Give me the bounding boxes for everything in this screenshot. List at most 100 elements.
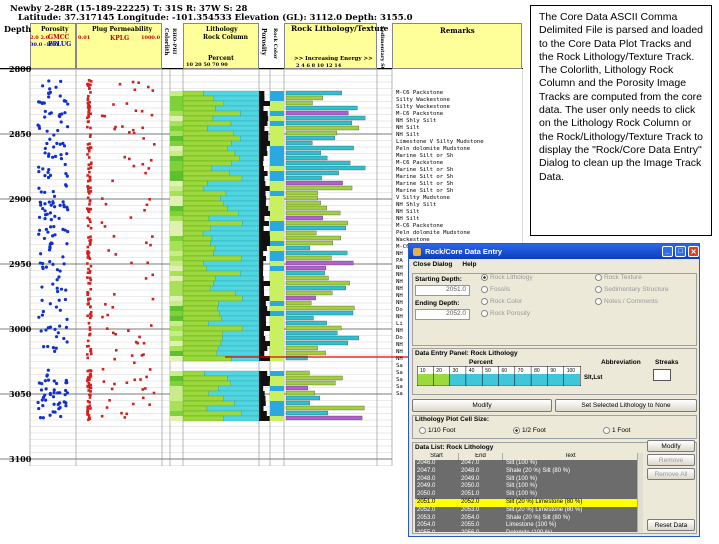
colorlith-cell: [170, 336, 183, 341]
option-notes-comments[interactable]: Notes / Comments: [595, 298, 658, 305]
lithology-cell: [182, 295, 243, 302]
lithology-cell: [182, 325, 243, 332]
close-icon[interactable]: ✕: [688, 246, 699, 257]
porosity-point: [46, 230, 50, 234]
rock-core-data-dialog[interactable]: Rock/Core Data Entry _ □ ✕ Close Dialog …: [408, 243, 700, 537]
texture-bar: [285, 405, 365, 411]
gmcc-point: [87, 414, 91, 417]
option-rock-color[interactable]: Rock Color: [481, 298, 522, 305]
perm-point: [149, 324, 153, 327]
colorlith-cell: [170, 126, 183, 131]
rock-color-cell: [270, 161, 284, 166]
lith-bar-label: 20: [436, 368, 442, 374]
menu-close-dialog[interactable]: Close Dialog: [413, 261, 453, 268]
option-sedimentary-structure[interactable]: Sedimentary Structure: [595, 286, 669, 293]
option-rock-texture[interactable]: Rock Texture: [595, 274, 642, 281]
lithology-cell: [213, 95, 260, 102]
set-none-button[interactable]: Set Selected Lithology to None: [555, 399, 697, 412]
maximize-icon[interactable]: □: [675, 246, 686, 257]
lithology-cell: [220, 195, 260, 202]
dialog-titlebar[interactable]: Rock/Core Data Entry _ □ ✕: [409, 244, 699, 259]
gmcc-point: [86, 82, 89, 86]
remove-button[interactable]: Remove: [647, 454, 695, 466]
lith-bar-label: 80: [534, 368, 540, 374]
col-end[interactable]: End: [459, 453, 503, 460]
texture-bar: [285, 370, 310, 376]
porosity-point: [43, 379, 47, 383]
lithology-cell: [221, 315, 260, 322]
table-row[interactable]: 2046.0 2047.0 Silt (100 %): [415, 460, 637, 468]
table-row[interactable]: 2053.0 2054.0 Shale (20 %) Silt (80 %): [415, 515, 637, 523]
lithology-cell: [182, 135, 241, 142]
option-rock-lithology[interactable]: Rock Lithology: [481, 274, 533, 281]
porosity-bar: [259, 406, 264, 411]
lithology-cell: [210, 240, 260, 247]
col-start[interactable]: Start: [415, 453, 459, 460]
col-text[interactable]: Text: [564, 453, 576, 459]
perm-point: [131, 402, 135, 406]
list-scrollbar[interactable]: [637, 453, 643, 532]
starting-depth-field[interactable]: 2051.0: [415, 285, 470, 296]
texture-bar: [285, 240, 334, 246]
texture-bar: [285, 295, 316, 301]
colorlith-sub: RHO-PHI: [171, 28, 177, 55]
colorlith-cell: [170, 401, 183, 406]
gmcc-range: 2.0 2.0: [30, 35, 50, 41]
ending-depth-field[interactable]: 2052.0: [415, 309, 470, 320]
gmcc-point: [87, 299, 90, 302]
table-row[interactable]: 2055.02056.0Dolomite (100 %): [415, 530, 637, 532]
log-plot[interactable]: [0, 69, 523, 466]
rock-color-cell: [270, 311, 284, 316]
menu-help[interactable]: Help: [462, 261, 477, 268]
texture-bar: [285, 400, 310, 406]
porosity-bar: [259, 261, 264, 266]
data-list-table[interactable]: Start End Text 2046.0 2047.0 Silt (100 %) 2…: [415, 453, 637, 532]
gmcc-point: [89, 386, 93, 390]
gmcc-point: [87, 389, 91, 392]
table-cell: 2047.0: [461, 460, 480, 466]
gmcc-point: [89, 91, 92, 94]
rock-color-cell: [270, 136, 284, 141]
table-row[interactable]: 2047.0 2048.0 Shale (20 %) Silt (80 %): [415, 468, 637, 476]
table-row[interactable]: 2054.0 2055.0 Limestone (100 %): [415, 522, 637, 530]
cell-size-one[interactable]: 1 Foot: [603, 427, 630, 434]
option-fossils[interactable]: Fossils: [481, 286, 510, 293]
remark-item: NH: [396, 279, 403, 285]
modify-button[interactable]: Modify: [412, 399, 552, 412]
porosity-bar: [259, 176, 265, 181]
table-row[interactable]: 2051.0 2052.0 Silt (20 %) Limestone (80 %): [415, 498, 637, 507]
reset-data-button[interactable]: Reset Data: [647, 519, 695, 531]
colorlith-cell: [170, 141, 183, 146]
lithology-cell: [227, 375, 260, 382]
perm-point: [111, 306, 115, 309]
colorlith-cell: [170, 261, 183, 266]
table-row[interactable]: 2052.0 2053.0 Silt (20 %) Limestone (80 %): [415, 507, 637, 515]
rock-color-cell: [270, 331, 284, 336]
perm-point: [139, 378, 142, 381]
option-rock-porosity[interactable]: Rock Porosity: [481, 310, 530, 317]
cell-size-half[interactable]: 1/2 Foot: [513, 427, 546, 434]
porosity-bar: [259, 331, 264, 336]
table-row[interactable]: 2050.0 2051.0 Silt (100 %): [415, 491, 637, 499]
texture-bar: [285, 395, 320, 401]
porosity-bar: [259, 386, 264, 391]
table-row[interactable]: 2048.0 2049.0 Silt (100 %): [415, 476, 637, 484]
porosity-point: [59, 414, 63, 419]
remark-item: Sa: [396, 377, 403, 383]
remove-all-button[interactable]: Remove All: [647, 468, 695, 480]
cell-size-tenth[interactable]: 1/10 Foot: [419, 427, 455, 434]
porosity-bar: [259, 396, 266, 401]
texture-bar: [285, 185, 353, 191]
gmcc-point: [86, 271, 90, 275]
texture-bar: [285, 135, 335, 141]
remark-item: M-C6 Packstone: [396, 90, 444, 96]
lithology-bar[interactable]: 10 20 30 40 50 60 70 80 90 100: [417, 366, 581, 386]
porosity-point: [37, 315, 41, 319]
minimize-icon[interactable]: _: [662, 246, 673, 257]
streaks-box[interactable]: [653, 369, 671, 381]
lithology-cell: [207, 125, 260, 132]
porosity-bar: [259, 351, 265, 356]
side-modify-button[interactable]: Modify: [647, 440, 695, 452]
rock-color-cell: [270, 171, 284, 176]
table-row[interactable]: 2049.0 2050.0 Silt (100 %): [415, 483, 637, 491]
